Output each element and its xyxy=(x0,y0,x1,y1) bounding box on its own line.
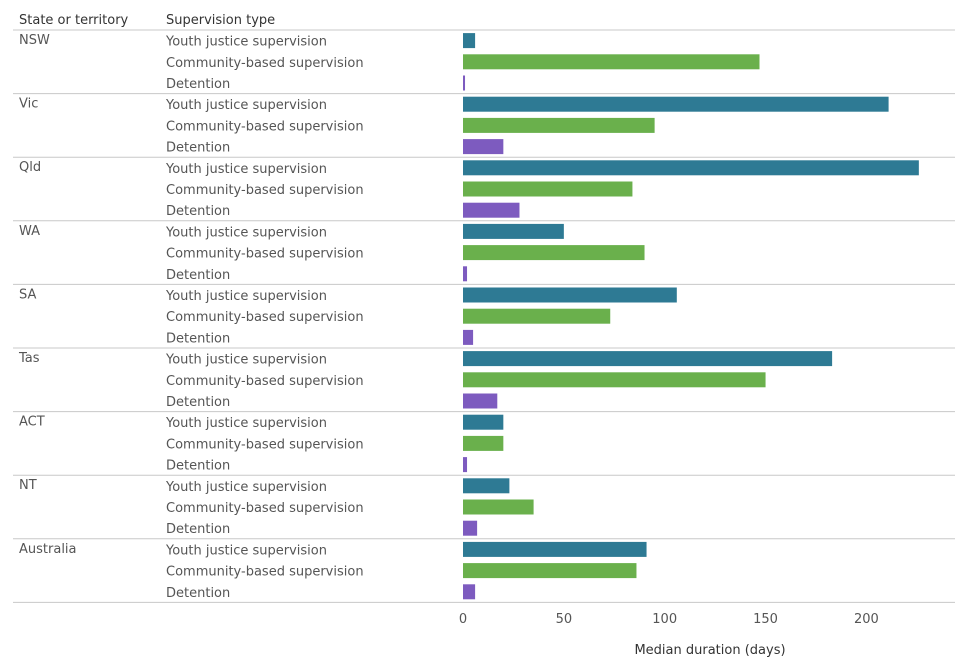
bar-tas-detention xyxy=(463,393,498,409)
bar-sa-youth-justice-supervision xyxy=(463,287,677,303)
group-tas: Tas Youth justice supervision Community-ba… xyxy=(13,347,955,410)
header-state: State or territory xyxy=(19,13,129,28)
bar-vic-youth-justice-supervision xyxy=(463,96,889,112)
category-label: Detention xyxy=(166,586,230,601)
bar-nt-detention xyxy=(463,520,478,536)
bar-qld-detention xyxy=(463,202,520,218)
category-label: Youth justice supervision xyxy=(165,35,327,50)
bar-qld-youth-justice-supervision xyxy=(463,160,919,176)
category-label: Youth justice supervision xyxy=(165,289,327,304)
x-axis-ticks: 0 50 100 150 200 xyxy=(459,612,879,627)
x-tick-label: 50 xyxy=(556,612,573,627)
category-label: Youth justice supervision xyxy=(165,225,327,240)
group-label: NT xyxy=(19,478,37,493)
group-sa: SA Youth justice supervision Community-bas… xyxy=(13,283,955,346)
category-label: Youth justice supervision xyxy=(165,480,327,495)
bar-act-youth-justice-supervision xyxy=(463,414,504,430)
bar-australia-community-based-supervision xyxy=(463,563,637,579)
bar-tas-youth-justice-supervision xyxy=(463,351,833,367)
category-label: Community-based supervision xyxy=(166,247,364,262)
group-nt: NT Youth justice supervision Community-bas… xyxy=(13,474,955,537)
group-label: ACT xyxy=(19,415,45,430)
category-label: Detention xyxy=(166,77,230,92)
category-label: Community-based supervision xyxy=(166,501,364,516)
x-axis-label: Median duration (days) xyxy=(634,643,785,657)
group-act: ACT Youth justice supervision Community-ba… xyxy=(13,411,955,474)
bar-act-community-based-supervision xyxy=(463,435,504,451)
category-label: Detention xyxy=(166,395,230,410)
group-label: Qld xyxy=(19,160,41,175)
chart-rows: NSW Youth justice supervision Community-ba… xyxy=(13,29,955,603)
group-label: SA xyxy=(19,287,36,302)
category-label: Community-based supervision xyxy=(166,119,364,134)
bar-act-detention xyxy=(463,457,468,473)
bar-sa-detention xyxy=(463,329,474,345)
bar-vic-detention xyxy=(463,139,504,155)
category-label: Community-based supervision xyxy=(166,374,364,389)
group-qld: Qld Youth justice supervision Community-ba… xyxy=(13,156,955,219)
group-nsw: NSW Youth justice supervision Community-ba… xyxy=(13,29,955,92)
category-label: Community-based supervision xyxy=(166,437,364,452)
group-label: Australia xyxy=(19,542,77,557)
category-label: Detention xyxy=(166,268,230,283)
bar-nsw-detention xyxy=(463,75,466,91)
group-vic: Vic Youth justice supervision Community-ba… xyxy=(13,93,955,156)
bar-wa-community-based-supervision xyxy=(463,245,645,261)
x-tick-label: 100 xyxy=(652,612,677,627)
category-label: Detention xyxy=(166,141,230,156)
bar-australia-youth-justice-supervision xyxy=(463,541,647,557)
bar-nt-youth-justice-supervision xyxy=(463,478,510,494)
category-label: Community-based supervision xyxy=(166,565,364,580)
category-label: Community-based supervision xyxy=(166,183,364,198)
group-label: WA xyxy=(19,224,40,239)
category-label: Youth justice supervision xyxy=(165,353,327,368)
group-label: Tas xyxy=(18,351,40,366)
category-label: Community-based supervision xyxy=(166,310,364,325)
category-label: Youth justice supervision xyxy=(165,98,327,113)
category-label: Community-based supervision xyxy=(166,56,364,71)
category-label: Detention xyxy=(166,459,230,474)
bar-vic-community-based-supervision xyxy=(463,117,655,133)
x-tick-label: 200 xyxy=(854,612,879,627)
bar-nt-community-based-supervision xyxy=(463,499,534,515)
bar-qld-community-based-supervision xyxy=(463,181,633,197)
bar-nsw-youth-justice-supervision xyxy=(463,33,476,49)
bar-nsw-community-based-supervision xyxy=(463,54,760,70)
category-label: Detention xyxy=(166,204,230,219)
category-label: Youth justice supervision xyxy=(165,543,327,558)
group-label: Vic xyxy=(19,97,38,112)
category-label: Detention xyxy=(166,331,230,346)
category-label: Youth justice supervision xyxy=(165,416,327,431)
bar-wa-youth-justice-supervision xyxy=(463,223,564,239)
x-tick-label: 0 xyxy=(459,612,467,627)
category-label: Detention xyxy=(166,522,230,537)
group-wa: WA Youth justice supervision Community-bas… xyxy=(13,220,955,283)
category-label: Youth justice supervision xyxy=(165,162,327,177)
group-label: NSW xyxy=(19,33,50,48)
x-tick-label: 150 xyxy=(753,612,778,627)
bar-wa-detention xyxy=(463,266,468,282)
header-supervision-type: Supervision type xyxy=(166,13,275,28)
group-australia: Australia Youth justice supervision Commun… xyxy=(13,538,955,601)
bar-tas-community-based-supervision xyxy=(463,372,766,388)
bar-australia-detention xyxy=(463,584,476,600)
bar-sa-community-based-supervision xyxy=(463,308,611,324)
